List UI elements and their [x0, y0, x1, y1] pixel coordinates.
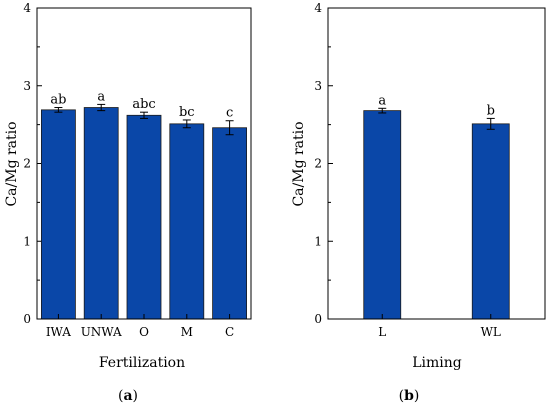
panel-b-x-tick-label: L: [378, 325, 386, 339]
panel-b-x-axis-title: Liming: [412, 355, 462, 371]
panel-b-y-axis-title: Ca/Mg ratio: [291, 121, 307, 206]
panel-b-x-tick-label: WL: [481, 325, 501, 339]
panel-a-bar-unwa: [83, 107, 119, 320]
panel-a-x-tick-label: M: [181, 325, 193, 339]
panel-a-bar-iwa: [41, 109, 76, 320]
panel-b-y-ticks: 0 1 2 3 4: [314, 1, 333, 326]
panel-b-significance-label: a: [378, 93, 386, 108]
panel-a-error-bars: [54, 103, 234, 136]
panel-a-x-tick-label: C: [225, 325, 234, 339]
panel-b-label: (b): [399, 388, 420, 404]
panel-a-bars: [41, 107, 248, 320]
panel-a-y-tick-label: 1: [23, 234, 31, 248]
panel-a-y-ticks: 0 1 2 3 4: [23, 1, 42, 326]
panel-a-label: (a): [118, 388, 138, 404]
panel-a-significance-label: bc: [179, 105, 195, 120]
panel-a-significance-label: c: [226, 106, 233, 121]
panel-a-y-tick-label: 0: [23, 312, 31, 326]
panel-b-bar-l: [363, 110, 402, 320]
panel-a-bar-o: [126, 114, 162, 320]
panel-b-y-tick-label: 4: [314, 1, 322, 15]
panel-a-significance-label: abc: [132, 97, 155, 112]
panel-a-bar-c: [212, 127, 248, 320]
panel-a-y-tick-label: 3: [23, 79, 31, 93]
panel-a-x-tick-label: IWA: [46, 325, 71, 339]
panel-a-bar-m: [169, 123, 205, 320]
panel-a-x-tick-label: UNWA: [81, 325, 122, 339]
panel-a-y-axis-title: Ca/Mg ratio: [4, 121, 20, 206]
panel-b-significance-label: b: [487, 103, 495, 118]
panel-b-y-tick-label: 0: [314, 312, 322, 326]
panel-a-significance-label: a: [97, 89, 105, 104]
panel-b-plot-frame: [327, 7, 546, 320]
panel-a-significance-labels: ab a abc bc c: [50, 89, 233, 120]
panel-b-significance-labels: ab: [378, 93, 495, 118]
panel-a-x-tick-label: O: [139, 325, 149, 339]
panel-a-significance-label: ab: [50, 93, 66, 108]
panel-a-y-tick-label: 4: [23, 1, 31, 15]
panel-b-x-ticks: L WL: [378, 314, 501, 339]
panel-b-error-bars: [378, 107, 495, 130]
panel-a-plot-frame: [36, 7, 252, 320]
panel-b-y-tick-label: 2: [314, 157, 322, 171]
panel-b-y-tick-label: 1: [314, 234, 322, 248]
panel-a: Ca/Mg ratio 0 1 2 3 4 ab a abc bc c IWA UNWA O M C F…: [4, 1, 252, 404]
panel-b-y-tick-label: 3: [314, 79, 322, 93]
panel-b-bars: [363, 110, 510, 320]
panel-a-y-tick-label: 2: [23, 157, 31, 171]
panel-b-bar-wl: [471, 123, 510, 320]
panel-a-x-axis-title: Fertilization: [99, 355, 185, 371]
panel-a-x-ticks: IWA UNWA O M C: [46, 314, 234, 339]
